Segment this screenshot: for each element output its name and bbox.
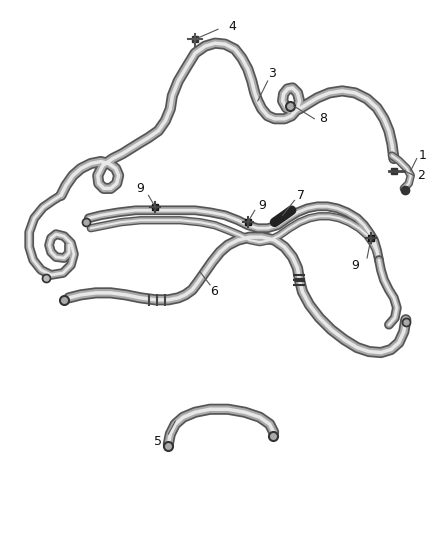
Text: 5: 5 (154, 434, 162, 448)
Text: 6: 6 (210, 285, 218, 298)
Text: 8: 8 (319, 112, 327, 125)
Text: 9: 9 (137, 182, 145, 195)
Text: 1: 1 (419, 149, 427, 162)
Text: 2: 2 (417, 169, 424, 182)
Text: 9: 9 (258, 199, 265, 212)
Text: 3: 3 (268, 67, 276, 79)
Text: 9: 9 (351, 259, 359, 271)
Text: 4: 4 (228, 20, 236, 33)
Text: 7: 7 (297, 189, 305, 202)
